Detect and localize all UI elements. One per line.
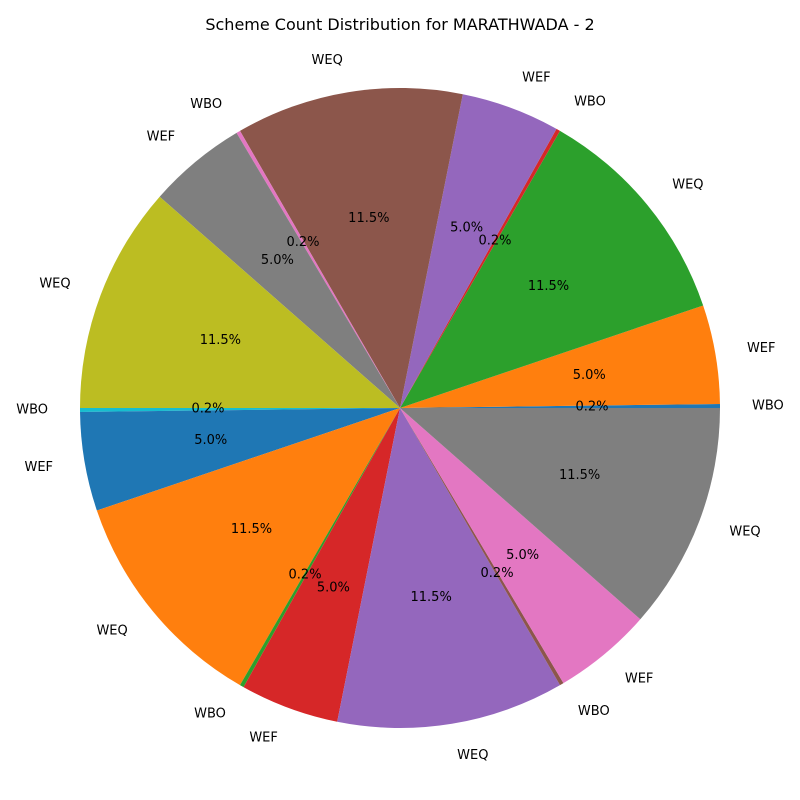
pie-slice bbox=[80, 196, 400, 408]
slice-category-label: WEF bbox=[747, 341, 776, 356]
slice-percent-label: 0.2% bbox=[289, 567, 322, 582]
slice-percent-label: 11.5% bbox=[348, 211, 389, 226]
pie-slice bbox=[80, 408, 400, 413]
pie-slice bbox=[400, 408, 720, 620]
slice-percent-label: 5.0% bbox=[506, 548, 539, 563]
pie-slice bbox=[400, 305, 720, 408]
slice-percent-label: 0.2% bbox=[481, 566, 514, 581]
slice-percent-label: 5.0% bbox=[194, 433, 227, 448]
slice-percent-label: 5.0% bbox=[573, 368, 606, 383]
pie-slice bbox=[240, 408, 400, 688]
slice-category-label: WBO bbox=[574, 95, 606, 110]
slice-category-label: WEF bbox=[625, 671, 654, 686]
slice-category-label: WBO bbox=[190, 97, 222, 112]
pie-slice bbox=[240, 87, 463, 408]
pie-slice bbox=[400, 130, 704, 408]
slice-percent-label: 0.2% bbox=[191, 402, 224, 417]
slice-category-label: WBO bbox=[578, 704, 610, 719]
slice-category-label: WEQ bbox=[729, 525, 760, 540]
pie-slice bbox=[400, 128, 560, 408]
pie-slice bbox=[400, 408, 641, 684]
pie-slice bbox=[400, 94, 557, 409]
slice-category-label: WEF bbox=[24, 460, 53, 475]
pie-slice bbox=[96, 408, 400, 686]
pie-slice bbox=[80, 408, 401, 511]
slice-category-label: WEF bbox=[249, 731, 278, 746]
slice-category-label: WEQ bbox=[672, 177, 703, 192]
slice-percent-label: 11.5% bbox=[200, 333, 241, 348]
pie-slice bbox=[159, 132, 400, 409]
slice-percent-label: 11.5% bbox=[528, 279, 569, 294]
pie-slice bbox=[400, 403, 720, 408]
pie-slice bbox=[243, 408, 400, 722]
chart-title: Scheme Count Distribution for MARATHWADA… bbox=[205, 15, 594, 34]
slice-percent-label: 5.0% bbox=[261, 253, 294, 268]
slice-category-label: WBO bbox=[194, 706, 226, 721]
slice-category-label: WEQ bbox=[96, 624, 127, 639]
slice-category-label: WEQ bbox=[312, 53, 343, 68]
slice-category-labels: WBO WEF WEQ WBO WEF WEQ WBO WEF WEQ WBO WEF WEQ WBO W… bbox=[16, 53, 784, 763]
slice-percent-labels: 0.2%5.0%11.5%0.2%5.0%11.5%0.2%5.0%11.5%0… bbox=[191, 211, 608, 605]
pie-slice bbox=[236, 130, 400, 408]
slice-percent-label: 5.0% bbox=[317, 581, 350, 596]
slice-percent-label: 0.2% bbox=[575, 399, 608, 414]
pie-slice bbox=[337, 408, 560, 728]
slice-percent-label: 0.2% bbox=[286, 235, 319, 250]
slice-percent-label: 0.2% bbox=[478, 234, 511, 249]
slice-percent-label: 11.5% bbox=[559, 468, 600, 483]
slice-category-label: WEF bbox=[147, 130, 176, 145]
slice-category-label: WEQ bbox=[39, 276, 70, 291]
slice-category-label: WBO bbox=[16, 403, 48, 418]
slice-percent-label: 11.5% bbox=[231, 522, 272, 537]
pie-slice bbox=[400, 408, 564, 686]
pie-slices bbox=[80, 87, 720, 728]
slice-percent-label: 5.0% bbox=[450, 220, 483, 235]
slice-category-label: WEQ bbox=[457, 748, 488, 763]
slice-category-label: WBO bbox=[752, 398, 784, 413]
slice-category-label: WEF bbox=[522, 70, 551, 85]
slice-percent-label: 11.5% bbox=[411, 590, 452, 605]
